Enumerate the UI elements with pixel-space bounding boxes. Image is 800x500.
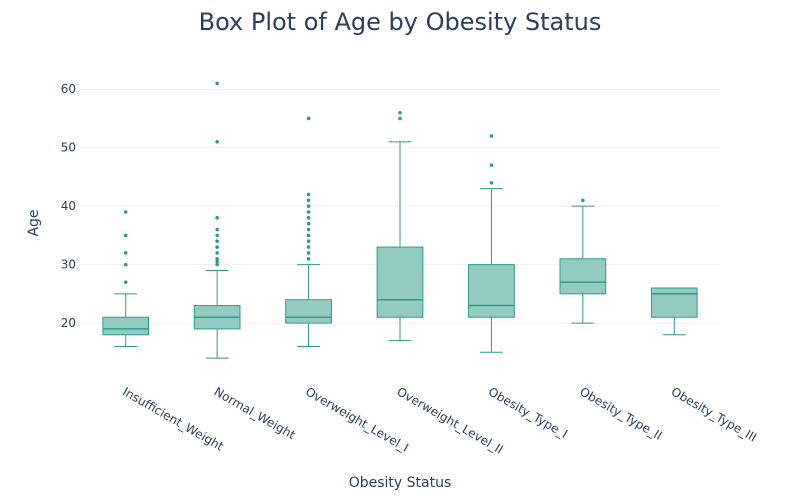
x-tick-label-insufficient-weight: Insufficient_Weight [120, 384, 226, 453]
outlier-point [489, 163, 494, 168]
outlier-point [123, 262, 128, 267]
y-tick-label-50: 50 [61, 141, 76, 155]
outlier-point [398, 110, 402, 115]
outlier-point [306, 210, 311, 214]
outlier-point [306, 239, 311, 244]
outlier-point [215, 262, 219, 267]
outlier-point [123, 280, 128, 284]
outlier-point [306, 251, 311, 255]
x-tick-label-obesity-type-i: Obesity_Type_I [486, 384, 570, 441]
iqr-box [376, 246, 424, 318]
box-obesity-type-ii [559, 198, 607, 324]
boxes [102, 81, 698, 359]
outlier-point [215, 216, 219, 220]
outlier-point [306, 227, 311, 232]
box-normal-weight [193, 81, 241, 359]
outlier-point [215, 233, 219, 238]
outlier-point [215, 245, 219, 249]
y-tick-label-30: 30 [61, 258, 76, 272]
outlier-point [489, 180, 494, 185]
outlier-point [581, 198, 585, 203]
x-axis-title: Obesity Status [349, 475, 452, 491]
outlier-point [123, 210, 128, 214]
y-axis-ticks: 20 30 40 50 60 [61, 82, 76, 330]
outlier-point [306, 233, 311, 238]
outlier-point [306, 116, 311, 121]
outlier-point [215, 251, 219, 255]
box-insufficient-weight [102, 210, 150, 347]
x-tick-label-normal-weight: Normal_Weight [212, 384, 298, 442]
iqr-box [285, 299, 332, 324]
box-overweight-level-ii [376, 110, 424, 342]
outlier-point [306, 245, 311, 249]
box-obesity-type-i [468, 134, 515, 353]
x-tick-label-obesity-type-ii: Obesity_Type_II [577, 384, 664, 442]
y-tick-label-40: 40 [61, 199, 76, 213]
outlier-point [123, 233, 128, 238]
y-tick-label-60: 60 [61, 82, 76, 96]
y-tick-label-20: 20 [61, 316, 76, 330]
outlier-point [215, 256, 219, 261]
outlier-point [215, 227, 219, 232]
iqr-box [468, 264, 515, 318]
outlier-point [306, 192, 311, 197]
box-obesity-type-iii [650, 287, 698, 336]
outlier-point [306, 221, 311, 226]
iqr-box [559, 258, 607, 295]
outlier-point [123, 251, 128, 255]
iqr-box [102, 316, 150, 336]
outlier-point [306, 198, 311, 203]
outlier-point [215, 259, 219, 264]
outlier-point [489, 134, 494, 138]
outlier-point [398, 116, 402, 121]
y-axis-title: Age [26, 209, 42, 236]
outlier-point [215, 140, 219, 144]
outlier-point [306, 204, 311, 208]
iqr-box [650, 287, 698, 318]
outlier-point [215, 239, 219, 244]
outlier-point [306, 256, 311, 261]
box-overweight-level-i [285, 116, 332, 347]
outlier-point [215, 81, 219, 86]
chart-title: Box Plot of Age by Obesity Status [199, 8, 602, 36]
outlier-point [306, 216, 311, 220]
x-tick-label-obesity-type-iii: Obesity_Type_III [669, 384, 759, 444]
